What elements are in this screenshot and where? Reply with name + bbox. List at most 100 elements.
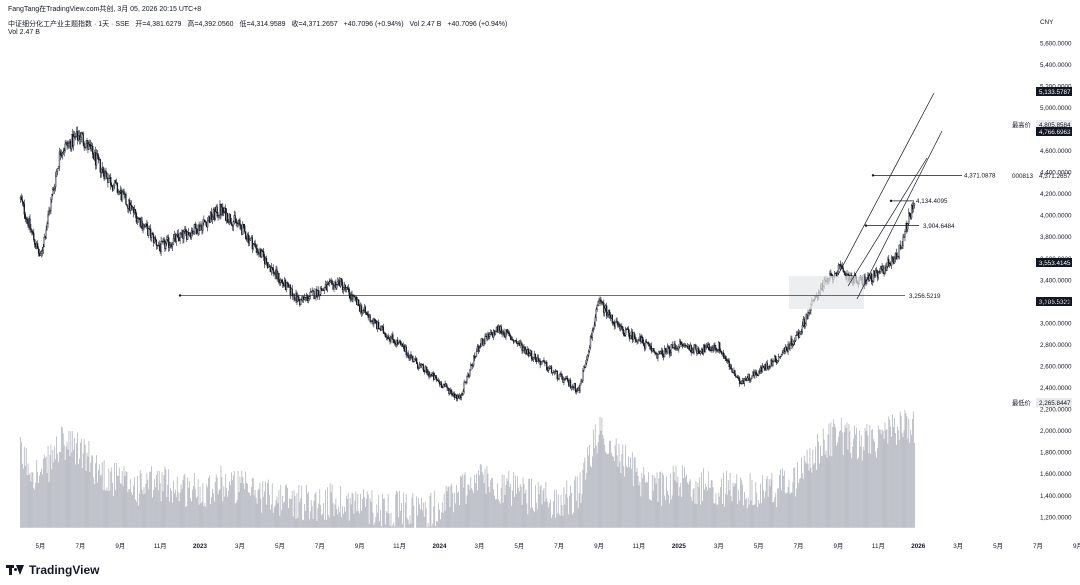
volume-bar	[771, 472, 773, 528]
price-badge	[1036, 127, 1072, 136]
volume-bar	[615, 438, 617, 528]
candle-body	[155, 239, 157, 246]
volume-bar	[88, 440, 90, 528]
candle-body	[475, 351, 478, 357]
volume-bar	[32, 472, 34, 528]
volume-bar	[321, 515, 323, 528]
volume-bar	[58, 462, 59, 528]
candle-body	[727, 359, 729, 362]
candle-body	[190, 230, 193, 238]
volume-bar	[540, 484, 542, 528]
candle-body	[313, 291, 315, 299]
candle-body	[217, 215, 219, 217]
volume-bar	[729, 472, 731, 528]
volume-bar	[664, 495, 665, 528]
volume-bar	[307, 492, 309, 528]
volume-bar	[129, 489, 131, 528]
candle-body	[185, 229, 187, 232]
volume-bar	[872, 429, 874, 528]
volume-bar	[47, 446, 49, 528]
candle-body	[92, 145, 94, 155]
time-tick-label: 7月	[554, 542, 564, 550]
volume-bar	[842, 455, 844, 528]
volume-bar	[742, 484, 743, 528]
volume-bar	[579, 472, 581, 528]
candle-body	[608, 310, 611, 316]
volume-bar	[839, 430, 841, 528]
candle-body	[230, 222, 233, 225]
level-dot	[871, 174, 875, 177]
candle-body	[328, 281, 330, 284]
volume-bar	[858, 430, 860, 528]
volume-bar	[436, 521, 437, 528]
volume-bar	[779, 475, 780, 528]
candle-body	[279, 282, 281, 284]
volume-bar	[429, 495, 431, 528]
volume-bar	[500, 487, 502, 528]
volume-bar	[884, 422, 886, 528]
volume-bar	[698, 486, 700, 528]
volume-bar	[456, 485, 457, 528]
volume-bar	[360, 493, 361, 528]
volume-bar	[303, 519, 304, 528]
candle-body	[546, 362, 548, 371]
volume-bar	[655, 483, 657, 528]
volume-bar	[530, 508, 532, 528]
low-tag: 最低价	[1012, 398, 1032, 407]
volume-bar	[282, 496, 284, 528]
footer-brand[interactable]: TradingView	[6, 563, 99, 577]
candle-body	[267, 265, 270, 269]
candle-body	[32, 231, 34, 234]
volume-bar	[227, 496, 228, 528]
volume-bar	[713, 503, 715, 528]
volume-bar	[859, 446, 861, 528]
candle-body	[195, 228, 197, 235]
volume-bar	[136, 501, 137, 528]
candle-body	[769, 366, 771, 369]
volume-bar	[780, 469, 781, 528]
candle-body	[63, 150, 65, 153]
volume-bar	[45, 456, 47, 528]
candle-body	[791, 338, 793, 346]
volume-bar	[446, 491, 448, 528]
volume-bar	[453, 512, 455, 528]
volume-bar	[722, 503, 723, 528]
volume-bar	[632, 485, 634, 528]
candle-body	[223, 211, 225, 214]
volume-bar	[450, 485, 452, 528]
volume-bar	[857, 459, 858, 528]
volume-bar	[194, 488, 196, 528]
volume-bar	[180, 484, 182, 528]
volume-bar	[680, 482, 682, 528]
price-badge-label: 3,553.4145	[1039, 260, 1071, 267]
volume-bar	[96, 455, 97, 528]
candle-body	[216, 206, 218, 217]
candle-body	[756, 372, 758, 376]
candle-body	[125, 193, 127, 205]
volume-bar	[476, 473, 477, 528]
volume-bar	[164, 466, 166, 528]
volume-bar	[353, 513, 355, 528]
volume-bar	[373, 524, 375, 528]
candle-body	[648, 343, 651, 347]
volume-bar	[717, 504, 719, 528]
candle-body	[614, 321, 616, 327]
candle-body	[114, 180, 117, 184]
volume-bar	[33, 487, 35, 528]
volume-bar	[168, 469, 170, 528]
candle-body	[900, 247, 902, 249]
price-tick-label: 5,000.0000	[1040, 105, 1072, 112]
candle-body	[591, 330, 594, 338]
candle-body	[899, 244, 901, 249]
volume-bar	[354, 500, 356, 528]
volume-bar	[64, 459, 66, 528]
symbol-name[interactable]: 中证细分化工产业主题指数 · 1天 · SSE	[8, 21, 130, 28]
volume-bar	[61, 427, 63, 528]
volume-bar	[897, 430, 899, 528]
volume-bar	[613, 460, 615, 528]
volume-bar	[171, 490, 172, 528]
price-axis: 5,600.0000 5,400.0000 5,200.0000 5,000.0000…	[1040, 19, 1072, 521]
volume-bar	[162, 491, 164, 528]
price-tick-label: 4,800.0000	[1040, 126, 1072, 133]
